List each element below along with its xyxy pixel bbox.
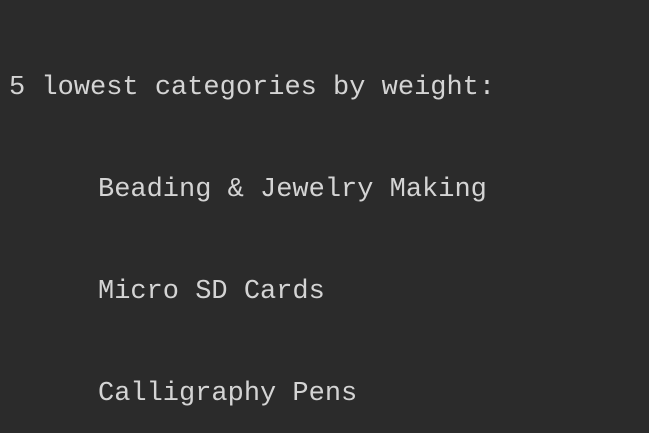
lowest-category-item: Beading & Jewelry Making xyxy=(98,175,487,205)
lowest-categories-header: 5 lowest categories by weight: xyxy=(9,73,496,103)
lowest-category-item: Micro SD Cards xyxy=(98,277,325,307)
lowest-category-item: Calligraphy Pens xyxy=(98,379,358,409)
